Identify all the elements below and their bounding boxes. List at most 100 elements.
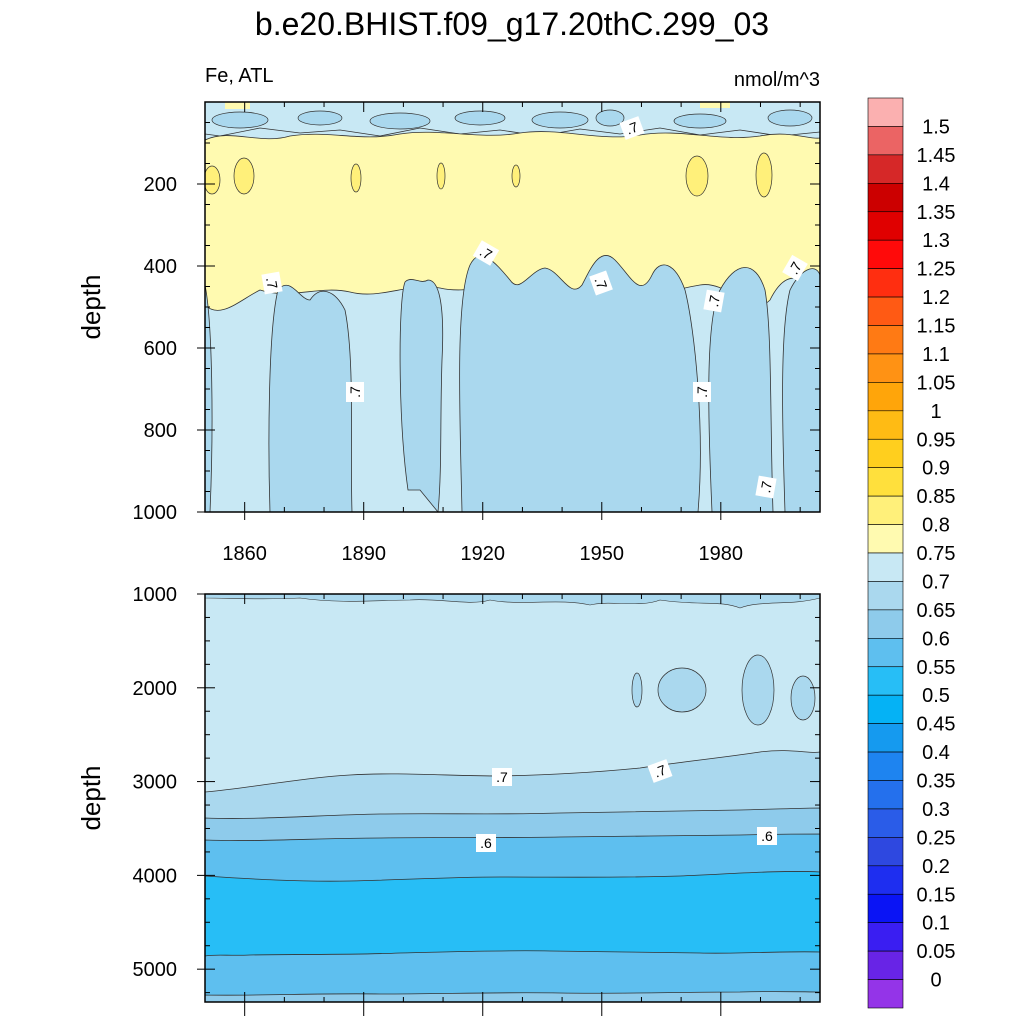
upper-surface-blob [454, 110, 506, 126]
colorbar-box [867, 552, 904, 582]
upper-surface-blob [595, 109, 625, 127]
colorbar-box [867, 154, 904, 184]
colorbar-box [867, 808, 904, 838]
contour-label: .6 [476, 834, 496, 852]
upper-peak-blob [685, 155, 709, 197]
colorbar-label: 0.85 [917, 486, 956, 508]
colorbar-box [867, 979, 904, 1009]
upper-x-tick-label: 1950 [580, 543, 625, 565]
upper-peak-blob [233, 157, 255, 195]
colorbar-label: 0.75 [917, 543, 956, 565]
lower-y-tick-label: 4000 [133, 865, 178, 887]
colorbar-box [867, 609, 904, 639]
colorbar-box [867, 581, 904, 611]
colorbar-label: 0.4 [922, 742, 950, 764]
upper-surface-blob [297, 110, 343, 126]
upper-peak-blob [511, 164, 521, 188]
colorbar-box [867, 438, 904, 468]
colorbar-label: 0.6 [922, 628, 950, 650]
colorbar-label: 0 [930, 970, 941, 992]
upper-top-strip [225, 102, 250, 109]
upper-deep-column [459, 254, 701, 512]
colorbar-box [867, 751, 904, 781]
lower-y-axis-label: depth [76, 765, 106, 830]
contour-label: .7 [647, 759, 673, 783]
lower-y-tick-label: 1000 [133, 584, 178, 606]
colorbar-label: 1.35 [917, 202, 956, 224]
upper-deep-column [205, 284, 213, 512]
svg-text:.7: .7 [694, 386, 710, 398]
colorbar-label: 0.7 [922, 571, 950, 593]
contour-label: .7 [693, 382, 711, 402]
lower-blob [790, 675, 816, 721]
upper-x-tick-label: 1890 [341, 543, 386, 565]
upper-deep-column [268, 284, 353, 512]
contour-label: .7 [261, 271, 283, 295]
contour-label: .7 [703, 289, 725, 313]
contour-label: .7 [472, 240, 500, 266]
upper-x-tick-label: 1860 [222, 543, 267, 565]
lower-band-bottom [205, 991, 820, 1002]
contour-label: .7 [782, 254, 808, 282]
svg-text:.6: .6 [761, 828, 773, 844]
colorbar-box [867, 780, 904, 810]
contour-label: .7 [589, 270, 613, 296]
colorbar-box [867, 638, 904, 668]
upper-variable-label: Fe, ATL [205, 65, 274, 87]
svg-text:.7: .7 [263, 276, 281, 290]
colorbar-box [867, 837, 904, 867]
colorbar-label: 1.15 [917, 316, 956, 338]
lower-y-tick-label: 3000 [133, 772, 178, 794]
contour-label: .7 [492, 768, 512, 786]
colorbar-box [867, 723, 904, 753]
colorbar-label: 0.35 [917, 771, 956, 793]
lower-blob [657, 667, 707, 713]
lower-plot-frame [204, 593, 821, 1003]
colorbar-box [867, 950, 904, 980]
svg-text:.7: .7 [624, 118, 641, 137]
colorbar-box [867, 382, 904, 412]
contour-label: .7 [755, 475, 777, 499]
lower-top-ripple [205, 594, 820, 609]
colorbar-box [867, 524, 904, 554]
colorbar-box [867, 211, 904, 241]
colorbar-box [867, 922, 904, 952]
colorbar-box [867, 97, 904, 127]
upper-y-tick-label: 600 [144, 338, 177, 360]
svg-text:.7: .7 [591, 275, 610, 292]
colorbar-label: 1 [930, 401, 941, 423]
colorbar-label: 0.25 [917, 827, 956, 849]
lower-blob [631, 672, 643, 708]
colorbar-box [867, 893, 904, 923]
colorbar-label: 0.15 [917, 884, 956, 906]
colorbar-box [867, 183, 904, 213]
upper-deep-column [782, 268, 820, 512]
colorbar-label: 0.9 [922, 458, 950, 480]
chart-title: b.e20.BHIST.f09_g17.20thC.299_03 [254, 6, 770, 42]
upper-peak-blob [755, 152, 773, 198]
upper-surface-blob [673, 113, 727, 129]
colorbar-box [867, 325, 904, 355]
colorbar-label: 1.45 [917, 145, 956, 167]
upper-surface-blob [531, 111, 589, 129]
lower-y-tick-label: 2000 [133, 678, 178, 700]
colorbar-label: 1.2 [922, 287, 950, 309]
colorbar-label: 0.1 [922, 913, 950, 935]
upper-deep-column [399, 279, 444, 512]
colorbar-label: 0.8 [922, 515, 950, 537]
colorbar: 1.5 1.45 1.4 1.35 1.3 1.25 1.2 1.15 1.1 1.05 1 0.95… [867, 97, 956, 1009]
svg-text:.7: .7 [705, 294, 723, 308]
upper-surface-blob [767, 109, 813, 127]
svg-text:.7: .7 [347, 386, 363, 398]
upper-y-tick-label: 800 [144, 420, 177, 442]
lower-blob [741, 654, 775, 726]
colorbar-label: 1.3 [922, 230, 950, 252]
colorbar-box [867, 268, 904, 298]
svg-text:.7: .7 [652, 761, 669, 780]
lower-panel: 1000 2000 3000 4000 5000 .7 .7 .6 .6 depth [76, 584, 821, 1016]
upper-surface-blob [369, 112, 431, 130]
colorbar-box [867, 239, 904, 269]
colorbar-label: 0.2 [922, 856, 950, 878]
upper-y-tick-label: 1000 [133, 502, 178, 524]
